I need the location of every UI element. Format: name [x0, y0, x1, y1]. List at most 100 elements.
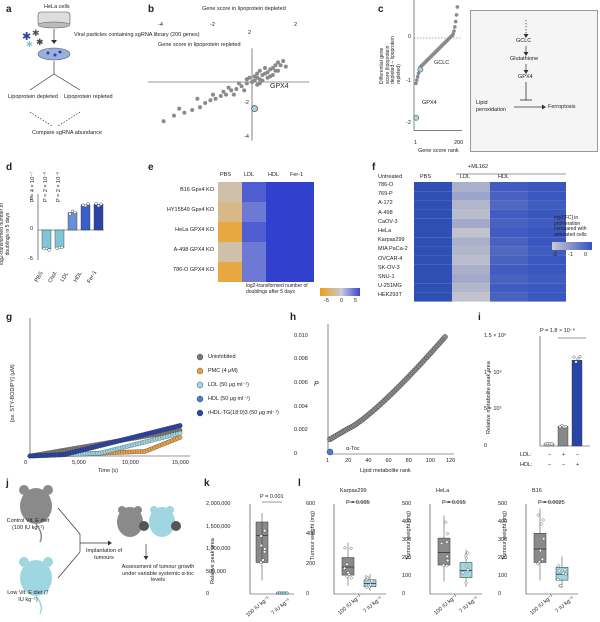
d-pvalue-1: P = 2 × 10⁻⁶	[43, 171, 49, 202]
f-cell-5-2	[490, 228, 528, 238]
l-dot-2-1-5	[563, 568, 567, 572]
f-legend-tick-2: 0	[584, 252, 588, 258]
c-point-197	[455, 5, 460, 9]
panel-j-mice-schematic	[19, 485, 181, 615]
l-dot-1-1-5	[465, 551, 470, 555]
b-point-17	[224, 92, 228, 97]
panel-g: [ox. STY-BODIPY] (μM) 0 5,000 10,000 15,…	[0, 310, 290, 478]
b-ytick-0: 2	[248, 30, 252, 36]
l-ytick-0-1: 200	[306, 561, 316, 567]
l-ytick-2-5: 500	[498, 501, 508, 507]
e-legend-swatch-2	[324, 288, 326, 296]
b-point-27	[257, 68, 262, 73]
d-dot-4-2	[99, 202, 103, 206]
i-ldl-0: –	[548, 452, 552, 458]
c-point-185	[453, 25, 457, 29]
l-dot-1-1-0	[464, 563, 469, 568]
i-ytick-1: 5 × 10⁵	[484, 406, 502, 413]
f-cell-4-3	[528, 218, 566, 228]
j-low-label: Low Vit. E diet (7 IU kg⁻¹)	[7, 590, 49, 603]
e-legend-swatch-8	[336, 288, 338, 296]
l-pvalue-2: P = 0.0025	[538, 500, 565, 506]
f-legend-swatch-3	[558, 242, 560, 250]
panel-label-c: c	[378, 4, 384, 15]
g-legend-4: rHDL-TG(18:0)3 (50 μg ml⁻¹)	[208, 410, 279, 416]
l-dot-1-1-7	[461, 570, 465, 575]
b-point-45	[276, 68, 280, 73]
l-dot-1-1-6	[464, 556, 469, 561]
d-bar-1	[54, 229, 65, 248]
b-point-13	[244, 81, 249, 86]
e-legend-swatch-6	[332, 288, 334, 296]
h-ytick-2: 0.004	[294, 403, 308, 410]
panel-a: HeLa cells ✱ ✱ ✱ ✱ Viral particles conta…	[0, 0, 200, 160]
l-dot-0-1-4	[367, 585, 372, 589]
c-gclc-point	[417, 66, 424, 73]
f-legend-tick-0: -2	[552, 252, 557, 258]
b-point-9	[276, 60, 280, 65]
b-point-32	[260, 78, 265, 83]
c-point-193	[454, 13, 459, 17]
e-cell-4-2	[266, 262, 290, 282]
b-point-48	[244, 77, 249, 82]
k-ytick-4: 2,000,000	[206, 501, 231, 507]
b-point-47	[252, 74, 257, 79]
f-legend-swatch-0	[552, 242, 554, 250]
panel-label-i: i	[478, 312, 481, 323]
l-dot-1-0-2	[444, 563, 449, 568]
panel-label-g: g	[6, 312, 13, 323]
f-cell-9-0	[414, 264, 452, 274]
panel-h: P 0 0.002 0.004 0.006 0.008 0.010 1 20 40 60 80 100…	[290, 310, 478, 478]
f-legend-swatch-8	[568, 242, 570, 250]
k-dot-0-1	[263, 550, 267, 554]
arrow-right	[53, 73, 81, 91]
f-row-4: CaOV-3	[378, 218, 398, 225]
l-ylabel-0: Tumour weight (mg)	[310, 510, 316, 560]
f-row-8: OVCAR-4	[378, 255, 403, 262]
panel-l-boxplots	[333, 501, 578, 595]
f-legend-swatch-17	[586, 242, 588, 250]
e-cell-3-2	[266, 242, 290, 262]
l-dot-2-0-1	[539, 522, 544, 526]
h-point-115	[442, 334, 448, 340]
l-ytick-0-0: 0	[306, 591, 310, 597]
l-ytick-0-2: 400	[306, 531, 316, 537]
l-ytick-2-0: 0	[498, 591, 502, 597]
h-xtick-1: 20	[345, 458, 352, 464]
e-legend-swatch-12	[344, 288, 346, 296]
e-legend-tick-2: 5	[354, 298, 358, 304]
c-gpx4-point	[413, 114, 420, 121]
l-ylabel-1: Tumour weight (mg)	[406, 510, 412, 560]
d-ytick-0: 5	[30, 196, 34, 202]
k-dot-0-5	[263, 529, 267, 533]
i-bar-1	[557, 425, 569, 447]
c-point-9	[415, 74, 420, 79]
panel-label-l: l	[298, 478, 301, 489]
h-ylabel: P	[314, 381, 319, 388]
svg-text:✱: ✱	[36, 37, 44, 47]
f-legend-swatch-10	[572, 242, 574, 250]
f-row-0: 786-O	[378, 182, 394, 188]
c-ytick-2: -2	[406, 120, 411, 126]
c-point-13	[416, 71, 421, 76]
l-dot-1-0-1	[445, 540, 449, 545]
f-cell-3-3	[528, 209, 566, 219]
f-row-3: A-498	[378, 209, 393, 216]
l-dot-2-0-2	[540, 557, 545, 562]
b-point-20	[208, 98, 213, 103]
f-cell-3-1	[452, 209, 490, 219]
l-dot-1-0-3	[445, 554, 450, 559]
d-dot-4-0	[94, 202, 98, 206]
c-point-189	[453, 19, 458, 24]
b-gpx4-label: GPX4	[270, 83, 289, 90]
i-dot-2-0	[572, 355, 576, 359]
g-xtick-2: 10,000	[122, 460, 139, 466]
l-dot-0-0-3	[345, 562, 349, 567]
h-alpha-toc-point	[326, 448, 334, 456]
l-ytick-2-4: 400	[498, 519, 508, 525]
b-point-19	[213, 96, 218, 101]
e-cell-1-1	[242, 202, 266, 222]
b-point-44	[270, 73, 275, 77]
f-header: +ML162	[468, 164, 489, 170]
l-dot-0-0-0	[349, 546, 353, 551]
